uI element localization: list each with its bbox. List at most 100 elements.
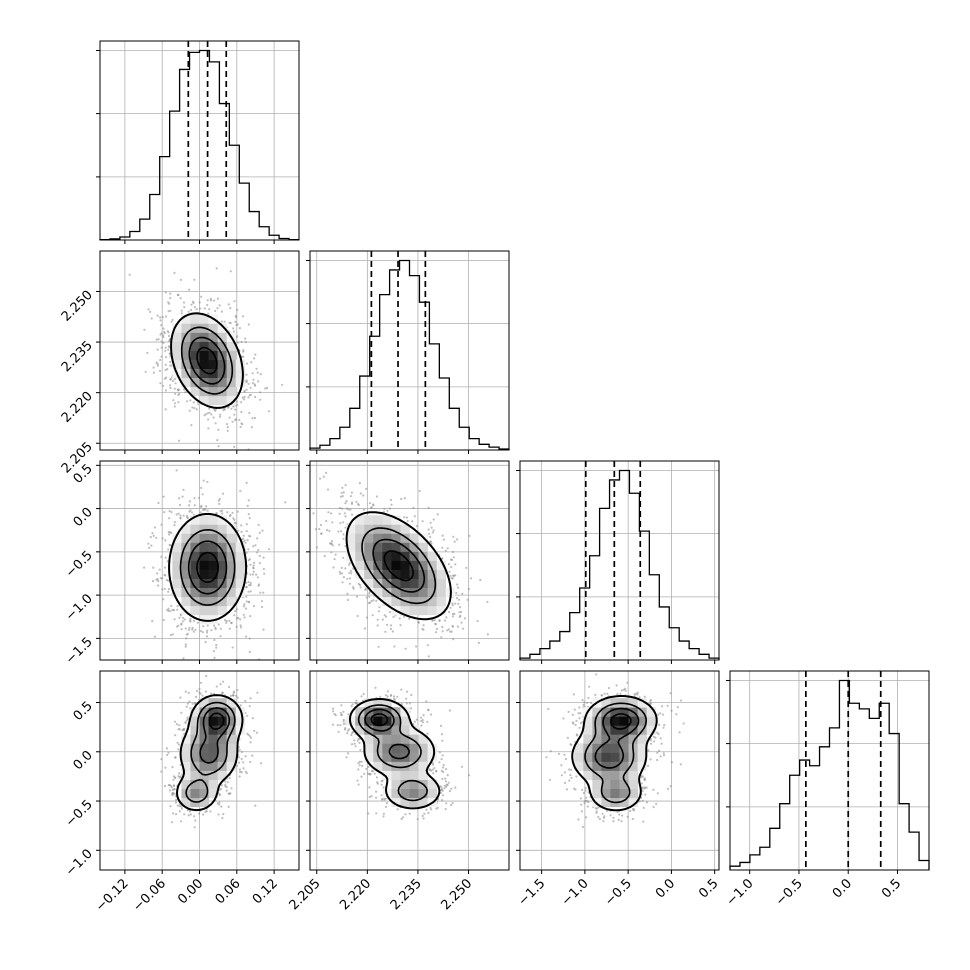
scatter-point bbox=[183, 306, 186, 309]
scatter-point bbox=[161, 384, 165, 387]
scatter-point bbox=[243, 389, 246, 392]
density-cell bbox=[409, 770, 419, 780]
scatter-point bbox=[238, 775, 241, 778]
scatter-point bbox=[210, 413, 213, 416]
x-tick-label: −0.5 bbox=[773, 876, 806, 909]
scatter-point bbox=[216, 297, 220, 300]
scatter-point bbox=[372, 599, 375, 602]
density-cell bbox=[208, 341, 218, 351]
density-cell bbox=[235, 716, 246, 726]
scatter-point bbox=[338, 543, 341, 546]
density-cell bbox=[592, 779, 602, 789]
density-cell bbox=[364, 716, 374, 726]
density-cell bbox=[400, 569, 410, 579]
density-cell bbox=[391, 560, 401, 570]
density-cell bbox=[628, 788, 638, 799]
scatter-point bbox=[584, 789, 587, 792]
scatter-point bbox=[259, 391, 262, 394]
density-cell bbox=[199, 560, 209, 570]
density-cell bbox=[217, 560, 228, 570]
density-cell bbox=[400, 788, 410, 799]
scatter-point bbox=[655, 802, 658, 806]
density-cell bbox=[226, 560, 237, 570]
scatter-point bbox=[249, 563, 252, 566]
density-cell bbox=[427, 587, 438, 598]
scatter-point bbox=[198, 301, 201, 304]
scatter-point bbox=[281, 383, 284, 386]
density-cell bbox=[418, 797, 428, 808]
scatter-point bbox=[666, 787, 670, 791]
scatter-point bbox=[641, 790, 644, 793]
scatter-point bbox=[162, 598, 165, 601]
scatter-point bbox=[392, 695, 396, 698]
scatter-point bbox=[468, 534, 471, 538]
scatter-point bbox=[167, 607, 170, 610]
scatter-point bbox=[451, 604, 454, 607]
density-cell bbox=[400, 743, 410, 753]
scatter-point bbox=[160, 555, 163, 559]
scatter-point bbox=[230, 621, 233, 625]
scatter-point bbox=[375, 776, 378, 779]
scatter-point bbox=[256, 551, 259, 554]
density-cell bbox=[592, 743, 602, 753]
contour-line bbox=[188, 336, 226, 385]
scatter-point bbox=[430, 526, 433, 529]
density-cell bbox=[235, 377, 246, 388]
scatter-point bbox=[349, 569, 353, 573]
scatter-point bbox=[162, 327, 165, 330]
scatter-point bbox=[174, 734, 177, 737]
density-cell bbox=[190, 752, 200, 762]
density-cell bbox=[382, 560, 392, 570]
scatter-point bbox=[169, 378, 172, 381]
density-cell bbox=[400, 578, 410, 589]
scatter-point bbox=[152, 534, 155, 538]
density-cell bbox=[592, 770, 602, 780]
density-cell bbox=[208, 752, 218, 762]
scatter-point bbox=[240, 410, 243, 414]
scatter-point bbox=[166, 368, 169, 371]
scatter-point bbox=[410, 693, 413, 697]
scatter-point bbox=[581, 825, 585, 829]
scatter-point bbox=[199, 307, 202, 310]
scatter-point bbox=[160, 355, 163, 358]
scatter-point bbox=[206, 624, 209, 627]
scatter-point bbox=[195, 308, 198, 311]
scatter-point bbox=[235, 764, 239, 767]
scatter-point bbox=[678, 731, 681, 734]
scatter-point bbox=[348, 563, 351, 566]
density-cell bbox=[409, 596, 419, 607]
density-cell bbox=[391, 752, 401, 762]
contour-line bbox=[571, 695, 658, 812]
scatter-point bbox=[248, 394, 251, 397]
scatter-point bbox=[259, 591, 262, 594]
scatter-panel-2-1 bbox=[306, 460, 510, 664]
density-cell bbox=[190, 788, 200, 799]
scatter-point bbox=[174, 801, 178, 804]
scatter-point bbox=[363, 772, 366, 775]
scatter-point bbox=[433, 767, 436, 770]
density-cell bbox=[619, 761, 629, 771]
scatter-point bbox=[153, 526, 156, 529]
scatter-point bbox=[549, 750, 553, 753]
scatter-point bbox=[404, 647, 407, 650]
density-cell bbox=[382, 698, 392, 708]
scatter-point bbox=[233, 445, 236, 448]
scatter-point bbox=[445, 785, 448, 789]
scatter-point bbox=[322, 475, 325, 478]
density-cell bbox=[391, 524, 401, 534]
scatter-point bbox=[183, 813, 186, 816]
scatter-point bbox=[442, 538, 445, 541]
scatter-point bbox=[436, 806, 439, 809]
scatter-point bbox=[232, 694, 235, 697]
x-tick-label: −0.06 bbox=[130, 876, 169, 915]
scatter-point bbox=[188, 409, 191, 412]
density-cell bbox=[190, 725, 200, 735]
density-cell bbox=[619, 743, 629, 753]
scatter-point bbox=[408, 702, 411, 705]
scatter-point bbox=[255, 731, 258, 734]
scatter-point bbox=[159, 319, 162, 322]
scatter-point bbox=[226, 406, 230, 409]
scatter-point bbox=[214, 626, 217, 629]
density-cell bbox=[190, 341, 200, 351]
scatter-point bbox=[615, 684, 618, 687]
